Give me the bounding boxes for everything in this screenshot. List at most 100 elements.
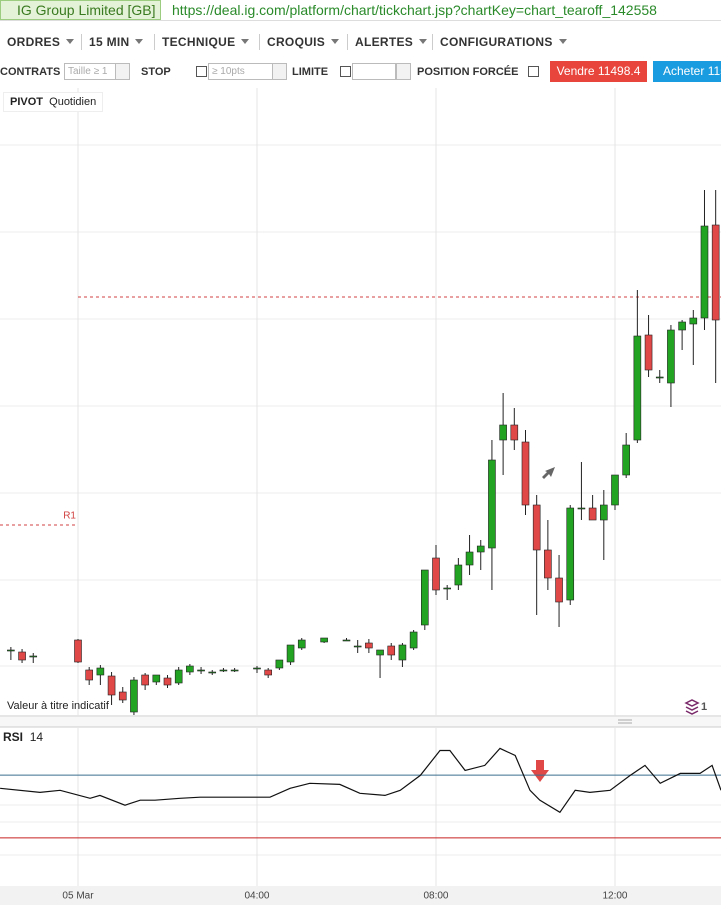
toolbar: CONTRATS Taille ≥ 1 STOP ≥ 10pts LIMITE … (0, 60, 721, 84)
candle-body (510, 424, 519, 441)
candle-body (286, 644, 295, 663)
indicator-period: 14 (29, 730, 44, 744)
candle-body (85, 669, 93, 681)
forced-label: POSITION FORCÉE (417, 66, 519, 78)
alert-icon[interactable] (684, 699, 700, 715)
spinner[interactable] (272, 63, 287, 80)
x-tick-label: 12:00 (602, 891, 627, 902)
candle-body (29, 655, 38, 658)
separator (154, 34, 155, 50)
candle-body (689, 317, 698, 325)
candle-body (7, 649, 15, 652)
menu-item[interactable]: ORDRES (7, 35, 74, 49)
candle-body (353, 645, 362, 648)
checkbox[interactable] (196, 66, 207, 77)
indicator-name: RSI (3, 730, 24, 744)
candle-body (655, 376, 664, 379)
candle-body (454, 564, 463, 586)
size-input[interactable]: Taille ≥ 1 (64, 63, 116, 80)
menu-item[interactable]: CROQUIS (267, 35, 339, 49)
separator (81, 34, 82, 50)
candle-body (387, 645, 396, 656)
menu-item[interactable]: CONFIGURATIONS (440, 35, 567, 49)
candle-body (667, 329, 675, 384)
candle-body (555, 577, 563, 603)
separator (259, 34, 260, 50)
site-identity[interactable]: IG Group Limited [GB] (0, 0, 161, 20)
candle-body (18, 651, 26, 661)
resize-handle[interactable] (618, 719, 632, 724)
chart-bg (0, 88, 721, 905)
url[interactable]: https://deal.ig.com/platform/chart/tickc… (172, 2, 657, 18)
candle-body (208, 671, 217, 674)
menu-item[interactable]: 15 MIN (89, 35, 143, 49)
signal-arrow (531, 760, 549, 782)
candle-body (107, 675, 116, 696)
candle-body (678, 321, 686, 331)
x-tick-label: 04:00 (244, 891, 269, 902)
candle-body (700, 225, 709, 319)
separator (432, 34, 433, 50)
menu-item[interactable]: ALERTES (355, 35, 427, 49)
candle-body (622, 444, 630, 476)
sell-button[interactable]: Vendre 11498.4 (550, 61, 647, 82)
candle-body (644, 334, 653, 371)
candle-body (130, 679, 138, 713)
pivot-label: R1 (63, 511, 76, 522)
rsi-line (0, 747, 721, 814)
spinner[interactable] (115, 63, 130, 80)
x-axis-band (0, 886, 721, 905)
candle-body (398, 644, 407, 661)
limit-input[interactable] (352, 63, 396, 80)
menu-item[interactable]: TECHNIQUE (162, 35, 249, 49)
indicator-period: Quotidien (49, 96, 97, 108)
candle-body (409, 631, 418, 649)
candle-body (499, 424, 507, 441)
candle-body (342, 639, 351, 642)
candle-body (488, 459, 496, 549)
candle-body (320, 637, 328, 643)
candle-body (711, 224, 720, 321)
candle-body (186, 665, 194, 673)
grid (0, 144, 721, 856)
spinner[interactable] (396, 63, 411, 80)
candle-body (611, 474, 619, 506)
candle-body (174, 669, 183, 684)
candle-body (465, 551, 474, 566)
cursor-arrow (542, 467, 555, 479)
pivot-label[interactable]: PIVOT Quotidien (3, 92, 104, 112)
checkbox[interactable] (340, 66, 351, 77)
contracts-label: CONTRATS (0, 66, 61, 78)
stop-label[interactable]: STOP (141, 66, 171, 78)
candle-body (219, 669, 228, 672)
candle-body (152, 674, 161, 683)
indicator-name: PIVOT (10, 96, 44, 108)
candle-body (118, 691, 127, 701)
x-tick-label: 08:00 (423, 891, 448, 902)
candle-body (376, 649, 384, 656)
candle-body (521, 441, 530, 506)
separator (347, 34, 348, 50)
candle-body (421, 569, 429, 626)
menu-bar: ORDRES 15 MIN TECHNIQUE CROQUIS ALERTES … (0, 28, 721, 56)
candle-body (197, 669, 205, 672)
candle-body (141, 674, 149, 686)
note: Valeur à titre indicatif (7, 700, 109, 712)
badge[interactable]: 1 (701, 701, 708, 713)
candle-body (566, 507, 575, 601)
candle-body (600, 504, 608, 521)
buy-button[interactable]: Acheter 115 (653, 61, 721, 82)
candle-body (96, 667, 105, 676)
x-tick-label: 05 Mar (62, 891, 94, 902)
candle-body (577, 507, 586, 510)
rsi-label[interactable]: RSI 14 (3, 729, 43, 745)
candle-body (163, 677, 172, 686)
title-bar: IG Group Limited [GB] https://deal.ig.co… (0, 0, 721, 21)
checkbox[interactable] (528, 66, 539, 77)
limit-label: LIMITE (292, 66, 329, 78)
candles (7, 190, 720, 715)
resize-bar[interactable] (0, 717, 721, 727)
candle-body (532, 504, 541, 551)
